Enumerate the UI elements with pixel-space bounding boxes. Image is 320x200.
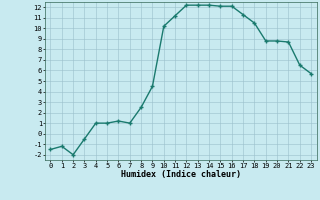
X-axis label: Humidex (Indice chaleur): Humidex (Indice chaleur) xyxy=(121,170,241,179)
